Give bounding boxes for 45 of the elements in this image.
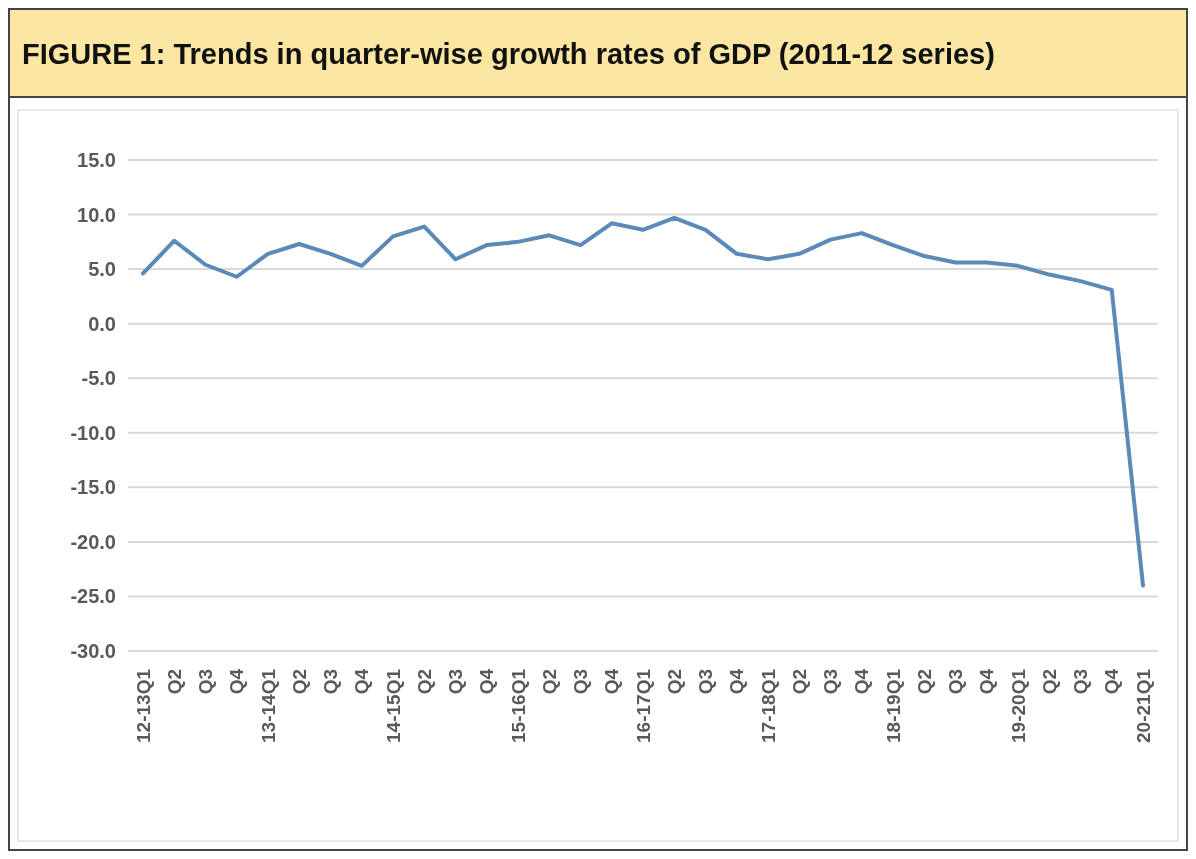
- x-tick-label: 13-14Q1: [257, 668, 279, 743]
- y-tick-label: 10.0: [77, 203, 116, 226]
- y-tick-label: 5.0: [88, 258, 116, 281]
- x-tick-label: 16-17Q1: [632, 668, 654, 743]
- chart-title: FIGURE 1: Trends in quarter-wise growth rates of GDP (2011-12 series): [22, 38, 995, 70]
- x-tick-label: Q3: [695, 669, 717, 695]
- x-tick-label: Q3: [570, 669, 592, 695]
- x-tick-label: 20-21Q1: [1132, 668, 1154, 743]
- x-tick-label: Q4: [726, 668, 748, 695]
- y-tick-label: 0.0: [88, 312, 116, 335]
- x-tick-label: Q4: [476, 668, 498, 695]
- x-tick-label: Q3: [195, 669, 217, 695]
- y-tick-label: -25.0: [70, 585, 116, 608]
- x-tick-label: 14-15Q1: [382, 668, 404, 743]
- y-tick-label: -15.0: [70, 476, 116, 499]
- x-tick-label: Q4: [601, 668, 623, 695]
- x-tick-label: Q4: [851, 668, 873, 695]
- y-tick-label: -10.0: [70, 421, 116, 444]
- x-tick-label: Q3: [1070, 669, 1092, 695]
- x-tick-label: Q4: [976, 668, 998, 695]
- x-tick-label: Q4: [1101, 668, 1123, 695]
- y-tick-label: -5.0: [81, 367, 116, 390]
- x-tick-label: Q3: [945, 669, 967, 695]
- x-tick-label: Q2: [913, 669, 935, 695]
- x-tick-label: Q2: [1038, 669, 1060, 695]
- x-tick-label: Q2: [663, 669, 685, 695]
- x-tick-label: Q2: [788, 669, 810, 695]
- x-tick-label: 15-16Q1: [507, 668, 529, 743]
- x-tick-label: Q2: [163, 669, 185, 695]
- x-tick-label: Q3: [320, 669, 342, 695]
- x-tick-label: 18-19Q1: [882, 668, 904, 743]
- x-tick-label: 12-13Q1: [132, 668, 154, 743]
- x-tick-label: Q3: [820, 669, 842, 695]
- x-tick-label: Q4: [351, 668, 373, 695]
- x-tick-label: Q4: [226, 668, 248, 695]
- x-tick-label: Q3: [445, 669, 467, 695]
- x-tick-label: 17-18Q1: [757, 668, 779, 743]
- y-tick-label: 15.0: [77, 149, 116, 171]
- x-tick-label: Q2: [288, 669, 310, 695]
- y-tick-label: -20.0: [70, 530, 116, 553]
- x-tick-label: Q2: [413, 669, 435, 695]
- x-tick-label: Q2: [538, 669, 560, 695]
- y-tick-label: -30.0: [70, 640, 116, 662]
- line-series: [141, 215, 1145, 588]
- x-tick-label: 19-20Q1: [1007, 668, 1029, 743]
